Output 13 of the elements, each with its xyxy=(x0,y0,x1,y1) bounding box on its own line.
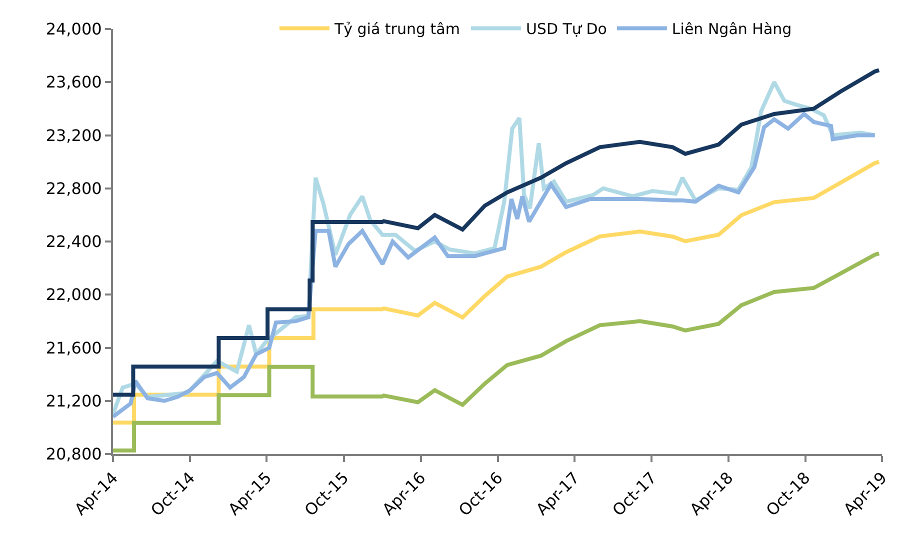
y-tick-label: 24,000 xyxy=(46,20,102,39)
legend-label: Liên Ngân Hàng xyxy=(672,20,792,38)
y-tick-label: 21,200 xyxy=(46,391,102,410)
line-series xyxy=(113,251,882,453)
y-tick-label: 21,600 xyxy=(46,338,102,358)
y-tick-label: 20,800 xyxy=(46,444,102,464)
y-tick-label: 22,400 xyxy=(46,232,102,252)
y-tick-label: 23,600 xyxy=(46,72,102,92)
legend-label: USD Tự Do xyxy=(526,20,607,38)
y-tick-label: 23,200 xyxy=(46,126,102,145)
y-tick-label: 22,000 xyxy=(46,285,102,304)
y-tick-label: 22,800 xyxy=(46,178,102,198)
legend-label: Tỷ giá trung tâm xyxy=(333,20,460,38)
